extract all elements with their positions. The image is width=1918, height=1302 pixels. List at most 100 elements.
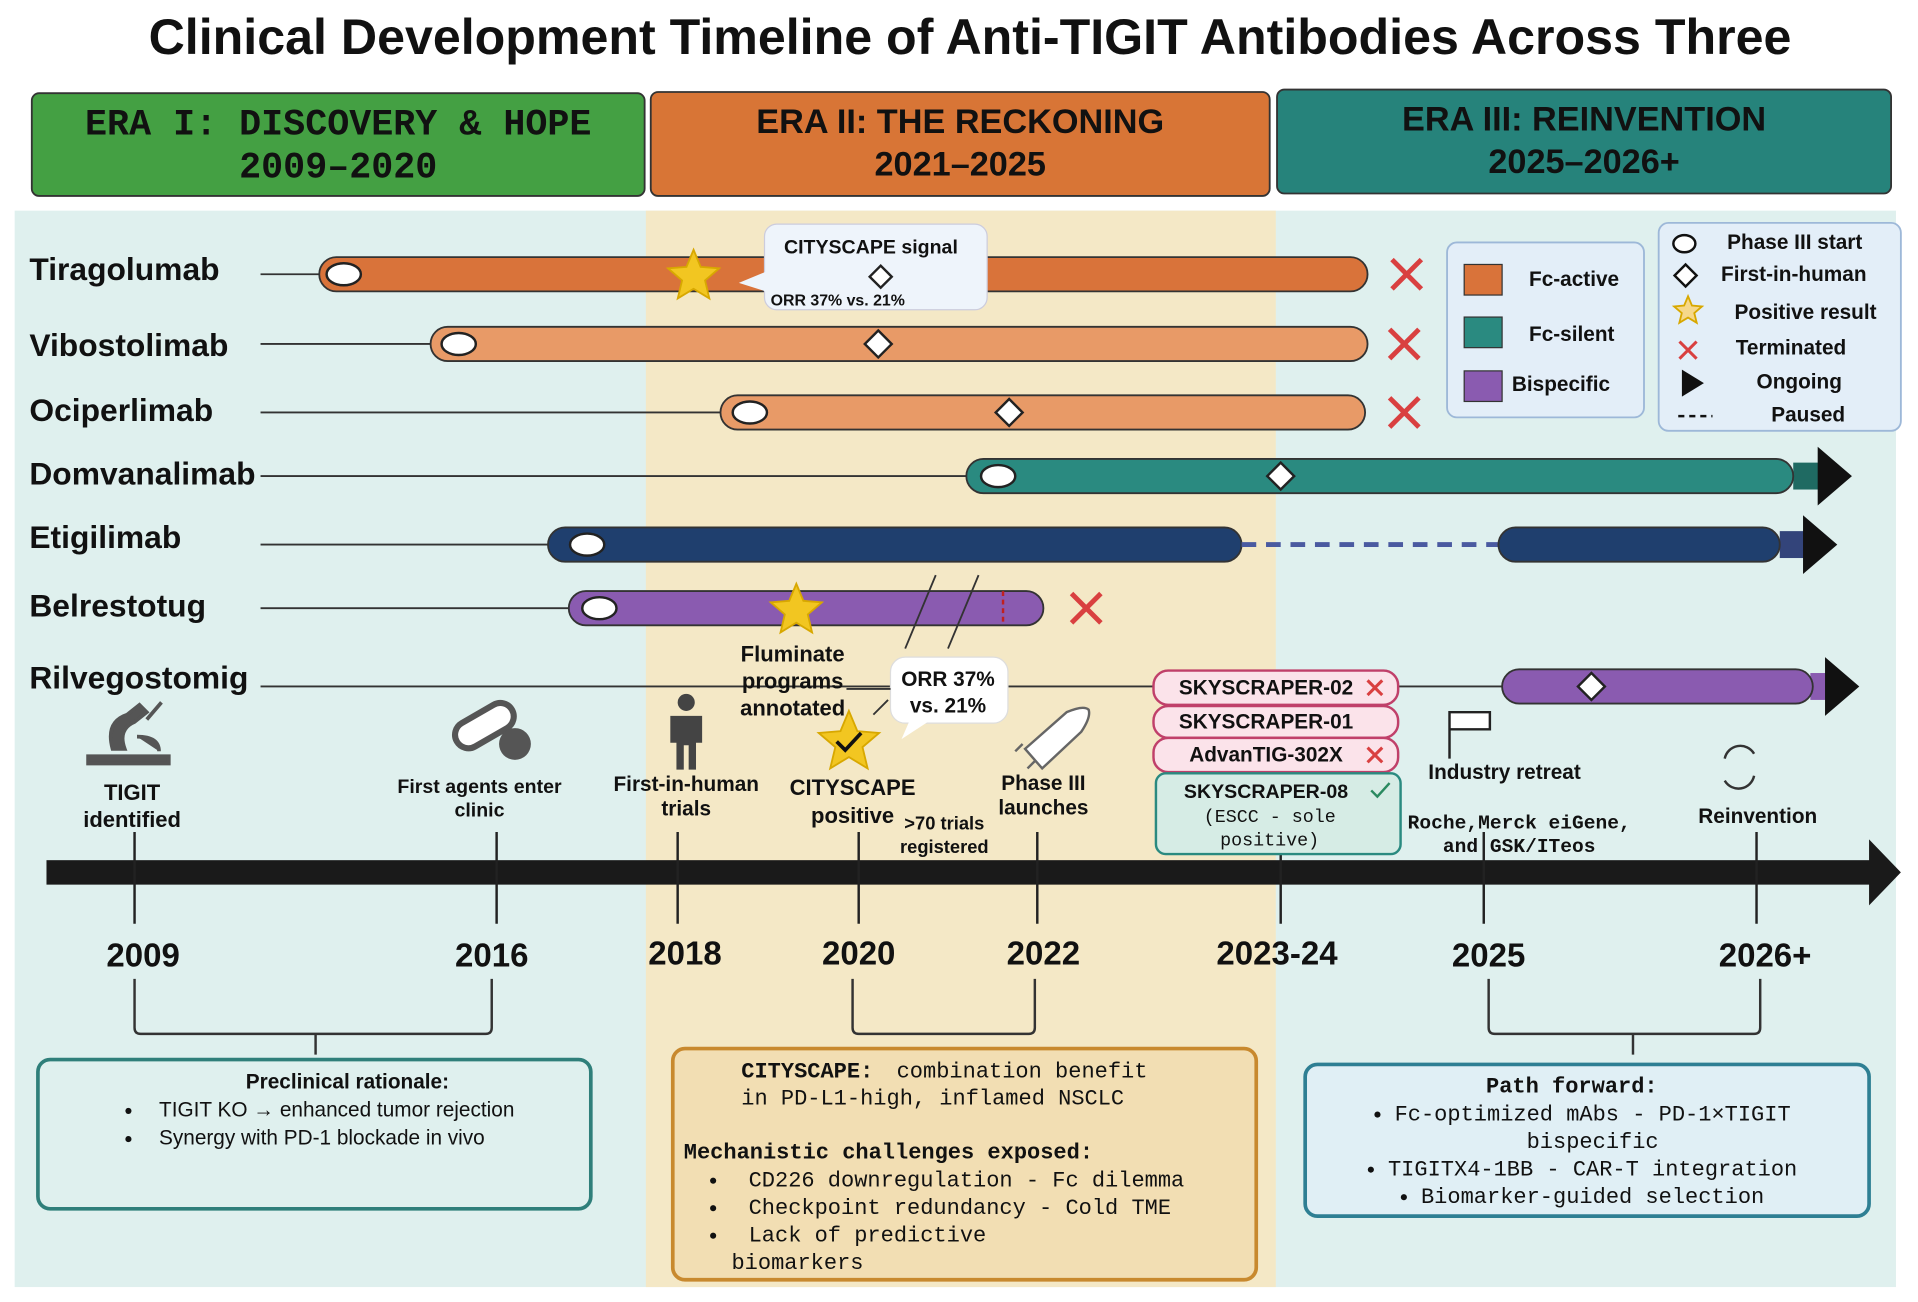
- callout-tail: [738, 271, 766, 292]
- info-box: [1303, 1062, 1871, 1218]
- diamond-marker: [993, 397, 1025, 428]
- antibody-name: Belrestotug: [29, 588, 206, 624]
- year-label: 2020: [822, 934, 895, 971]
- bullet-text: TIGITX4-1BB - CAR-T integration: [1388, 1157, 1797, 1182]
- trial-name: SKYSCRAPER-02: [1179, 676, 1353, 699]
- bullet-text: bispecific: [1527, 1130, 1659, 1155]
- bullet-text: TIGIT KO → enhanced tumor rejection: [159, 1098, 514, 1121]
- milestone-label: Industry retreat: [1428, 761, 1581, 784]
- bar-extension: [1793, 462, 1821, 490]
- orr-tail: [901, 719, 930, 740]
- year-label: 2009: [106, 937, 179, 974]
- check-star: [816, 708, 882, 771]
- circle-marker: [325, 262, 363, 287]
- era-header: [649, 91, 1271, 197]
- person-icon: [677, 693, 695, 711]
- milestone-label: identified: [83, 807, 181, 832]
- milestone-label: Phase III: [1001, 772, 1085, 795]
- diamond-marker: [1576, 671, 1607, 702]
- antibody-name: Rilvegostomig: [29, 660, 248, 696]
- box-title: Path forward:: [1486, 1074, 1658, 1099]
- legend-swatch: [1463, 370, 1503, 403]
- bullet: [710, 1232, 717, 1239]
- legend-label: Paused: [1771, 404, 1845, 427]
- bullet-text: biomarkers: [731, 1251, 863, 1276]
- milestone-label: annotated: [740, 696, 845, 721]
- diamond-marker: [1265, 460, 1296, 492]
- era-header: [1276, 88, 1893, 195]
- antibody-name: Domvanalimab: [29, 455, 255, 491]
- antibody-name: Etigilimab: [29, 519, 181, 555]
- era-header: [30, 92, 646, 197]
- milestone-label: programs: [742, 669, 843, 694]
- milestone-label: Roche,Merck eiGene,: [1408, 813, 1631, 835]
- diamond-marker: [863, 328, 894, 360]
- callout-title: CITYSCAPE signal: [784, 237, 958, 259]
- program-bar: [1501, 668, 1814, 705]
- pill-icon: [451, 699, 517, 752]
- milestone-label: registered: [900, 836, 989, 857]
- bullet-text: Biomarker-guided selection: [1421, 1185, 1764, 1210]
- arrow-head: [1869, 839, 1901, 906]
- program-bar: [1497, 526, 1781, 563]
- milestone-label: Fluminate: [741, 642, 845, 667]
- era-years: 2009–2020: [239, 148, 437, 190]
- milestone-label: First agents enter: [397, 776, 562, 798]
- milestone-label: vs. 21%: [910, 695, 986, 718]
- milestone-label: ORR 37%: [901, 668, 995, 691]
- rocket-icon: [1014, 706, 1091, 771]
- slash-decor: [947, 574, 980, 649]
- antibody-name: Tiragolumab: [29, 251, 219, 287]
- box-title: Preclinical rationale:: [246, 1070, 449, 1093]
- microscope-icon: [86, 701, 171, 766]
- year-label: 2018: [648, 934, 721, 971]
- legend-swatch: [1463, 263, 1503, 296]
- x-mark: [1366, 746, 1384, 764]
- info-box: [36, 1057, 593, 1211]
- legend-label: First-in-human: [1721, 263, 1866, 286]
- bracket: [851, 978, 1037, 1036]
- milestone-label: >70 trials: [904, 813, 984, 834]
- check-mark: [835, 731, 863, 753]
- circle-marker: [581, 595, 618, 621]
- bullet-text: Fc-optimized mAbs - PD-1×TIGIT: [1395, 1102, 1791, 1127]
- year-label: 2023-24: [1216, 934, 1338, 971]
- legend-label: Fc-active: [1529, 268, 1619, 291]
- milestone-label: and GSK/ITeos: [1443, 836, 1596, 858]
- x-mark: [1387, 396, 1421, 429]
- bullet: [710, 1177, 717, 1184]
- info-box: [670, 1046, 1259, 1282]
- box-heading: Mechanistic challenges exposed:: [684, 1140, 1093, 1165]
- x-mark: [1069, 591, 1103, 625]
- program-bar: [547, 526, 1243, 563]
- era-title: ERA III: REINVENTION: [1402, 100, 1766, 138]
- check-mark: [1370, 782, 1391, 799]
- year-label: 2016: [455, 937, 528, 974]
- year-label: 2026+: [1719, 937, 1812, 974]
- star-marker: [665, 247, 722, 301]
- program-bar: [719, 394, 1367, 431]
- bracket: [133, 978, 493, 1055]
- circle-marker: [568, 532, 606, 557]
- cycle-icon: [1723, 744, 1756, 790]
- legend-swatch: [1463, 316, 1503, 349]
- era-title: ERA I: DISCOVERY & HOPE: [85, 105, 591, 147]
- circle-marker: [440, 331, 478, 357]
- callout-box: [763, 223, 988, 311]
- legend-diamond: [1672, 262, 1699, 289]
- circle-marker: [731, 400, 769, 425]
- trial-name: AdvanTIG-302X: [1189, 744, 1343, 767]
- title: Clinical Development Timeline of Anti-TI…: [149, 9, 1792, 65]
- milestone-label: positive: [811, 803, 894, 828]
- legend-label: Ongoing: [1757, 371, 1842, 394]
- milestone-label: trials: [661, 798, 711, 821]
- circle-marker: [979, 463, 1017, 489]
- year-label: 2025: [1452, 937, 1525, 974]
- legend-box: [1657, 221, 1902, 432]
- bullet-text: Lack of predictive: [749, 1224, 987, 1249]
- bullet: [1367, 1166, 1374, 1173]
- milestone-label: CITYSCAPE: [790, 775, 916, 800]
- x-mark: [1390, 257, 1424, 291]
